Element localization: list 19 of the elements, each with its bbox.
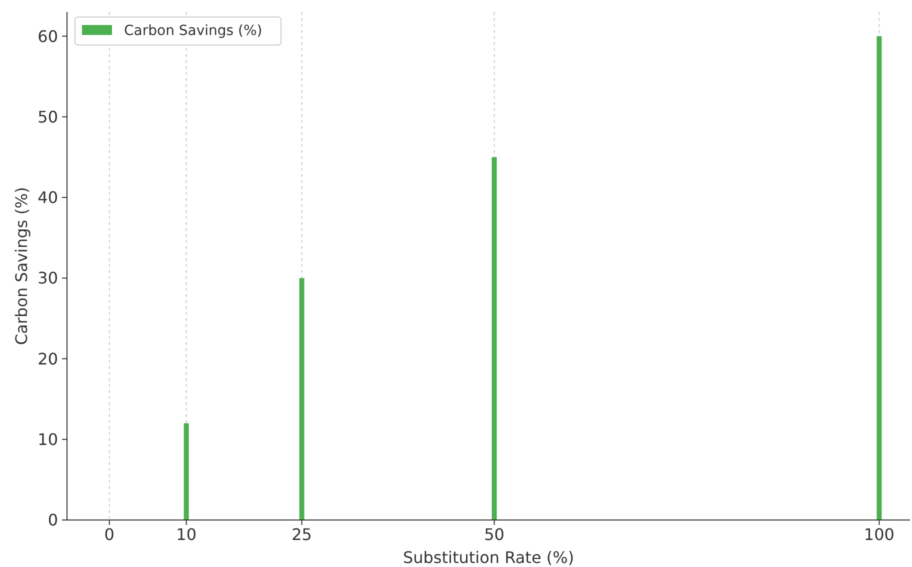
x-tick-label: 25	[292, 525, 312, 544]
y-tick-label: 10	[38, 430, 58, 449]
x-tick-label: 100	[864, 525, 894, 544]
bar	[492, 157, 497, 520]
y-tick-label: 40	[38, 188, 58, 208]
y-tick-label: 50	[38, 107, 58, 126]
x-axis-title: Substitution Rate (%)	[402, 548, 574, 567]
y-axis-title: Carbon Savings (%)	[12, 186, 31, 346]
x-tick-label: 50	[484, 525, 504, 544]
y-tick-label: 30	[38, 268, 58, 288]
y-tick-label: 20	[38, 349, 58, 368]
x-tick-label: 0	[104, 525, 114, 544]
x-tick-label: 10	[176, 525, 197, 544]
bar	[876, 36, 882, 520]
bar	[184, 423, 189, 520]
legend-label: Carbon Savings (%)	[124, 22, 262, 39]
bar	[299, 278, 304, 520]
y-tick-label: 60	[38, 26, 58, 46]
y-tick-label: 0	[48, 510, 58, 530]
